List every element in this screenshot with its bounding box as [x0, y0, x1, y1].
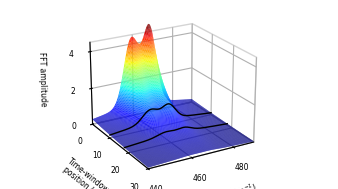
X-axis label: Frequency (cm$^{-1}$): Frequency (cm$^{-1}$): [187, 181, 259, 189]
Y-axis label: Time-window
position (ps): Time-window position (ps): [59, 156, 111, 189]
